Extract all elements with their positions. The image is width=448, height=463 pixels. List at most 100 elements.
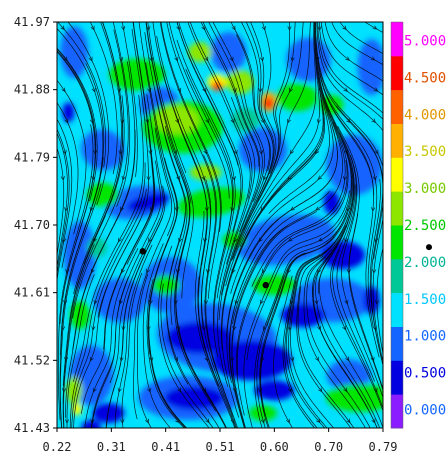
streamline-arrowhead (120, 206, 124, 212)
streamline-arrowhead (317, 175, 323, 180)
contour-region (81, 420, 102, 428)
streamline-arrowhead (202, 87, 207, 93)
streamline-arrowhead (91, 326, 96, 331)
streamline-arrowhead (372, 326, 377, 331)
contour-region (214, 84, 221, 91)
streamline (290, 228, 344, 428)
streamline (324, 22, 383, 82)
streamline (65, 129, 136, 418)
streamline (317, 22, 383, 120)
streamline-arrowhead (346, 269, 351, 274)
streamline (137, 273, 152, 428)
streamline (114, 244, 153, 428)
streamline-arrowhead (145, 418, 149, 424)
streamline (239, 22, 320, 248)
streamline-arrowhead (118, 237, 122, 243)
streamline-arrowhead (288, 237, 293, 242)
streamline (189, 22, 253, 200)
streamline (329, 184, 383, 412)
streamline-arrowhead (64, 419, 70, 424)
streamline (296, 255, 352, 428)
streamline-arrowhead (201, 326, 206, 331)
colorbar-tick-label: 0.000 (404, 403, 446, 419)
streamline-arrowhead (93, 299, 98, 305)
streamline (231, 22, 325, 274)
colorbar-ticks: 0.000 0.500 1.000 1.500 2.000 2.500 3.000 3.500… (404, 34, 446, 419)
streamline-arrowhead (260, 418, 265, 424)
streamline (106, 216, 164, 428)
contour-region (231, 107, 260, 132)
streamline (57, 48, 97, 324)
streamline-arrowhead (173, 149, 178, 155)
streamline (164, 125, 216, 412)
streamline-arrowhead (205, 118, 210, 124)
streamline (121, 22, 138, 177)
streamline (72, 61, 136, 350)
streamline (187, 22, 251, 265)
streamline (60, 63, 105, 355)
colorbar-swatch (391, 394, 403, 429)
streamline (121, 272, 143, 428)
streamline-arrowhead (286, 118, 291, 124)
x-tick-label: 0.22 (43, 440, 72, 454)
streamline (83, 22, 123, 265)
streamline-arrowhead (315, 356, 319, 362)
streamline-arrowhead (346, 206, 351, 212)
streamline-arrowhead (287, 175, 292, 180)
streamline-arrowhead (178, 237, 183, 243)
streamline-arrowhead (287, 268, 291, 274)
contour-region (263, 97, 274, 110)
streamline-arrowhead (118, 299, 123, 305)
contour-region (248, 405, 277, 421)
streamline (266, 65, 353, 327)
streamline-arrowhead (258, 88, 263, 93)
x-tick-label: 0.79 (369, 440, 398, 454)
y-axis: 41.97 41.88 41.79 41.70 41.61 41.52 41.43 (14, 15, 57, 435)
streamline-arrowhead (149, 357, 154, 362)
streamline-arrowhead (229, 357, 235, 362)
streamline (142, 243, 171, 428)
streamline (103, 60, 155, 350)
streamline-arrowhead (372, 25, 378, 30)
contour-region (92, 403, 125, 423)
streamline-arrowhead (230, 118, 235, 124)
streamline (225, 22, 317, 286)
colorbar-swatch (391, 123, 403, 158)
streamline (208, 22, 263, 296)
streamline (297, 286, 355, 428)
colorbar-tick-label: 4.500 (404, 70, 446, 86)
streamline-arrowhead (260, 118, 265, 124)
streamline-arrowhead (92, 237, 97, 243)
streamline (73, 94, 144, 382)
streamline (243, 190, 350, 428)
streamline-arrowhead (201, 175, 206, 181)
streamline (318, 222, 383, 428)
streamline-arrowhead (62, 238, 67, 243)
streamline-arrowhead (120, 419, 125, 424)
streamline-arrowhead (316, 119, 321, 124)
streamline (243, 22, 304, 231)
streamline (341, 154, 383, 399)
streamline-arrowhead (342, 25, 347, 31)
streamline (84, 248, 139, 428)
colorbar-tick-label: 0.500 (404, 366, 446, 382)
y-tick-label: 41.43 (14, 421, 50, 435)
streamline-arrowhead (93, 150, 98, 155)
contour-region (326, 359, 371, 392)
streamline-arrowhead (371, 207, 376, 212)
streamline (236, 121, 349, 376)
streamline (175, 246, 227, 428)
streamline (157, 245, 210, 428)
streamline (218, 34, 270, 321)
streamline-arrowhead (317, 268, 322, 274)
streamline-arrowhead (317, 26, 322, 31)
colorbar-swatch (391, 292, 403, 327)
streamline (62, 95, 125, 386)
colorbar-swatches (390, 21, 404, 429)
x-tick-label: 0.70 (314, 440, 343, 454)
streamline (231, 22, 274, 261)
streamline (315, 43, 378, 328)
streamline (217, 97, 256, 387)
streamline (231, 225, 289, 428)
